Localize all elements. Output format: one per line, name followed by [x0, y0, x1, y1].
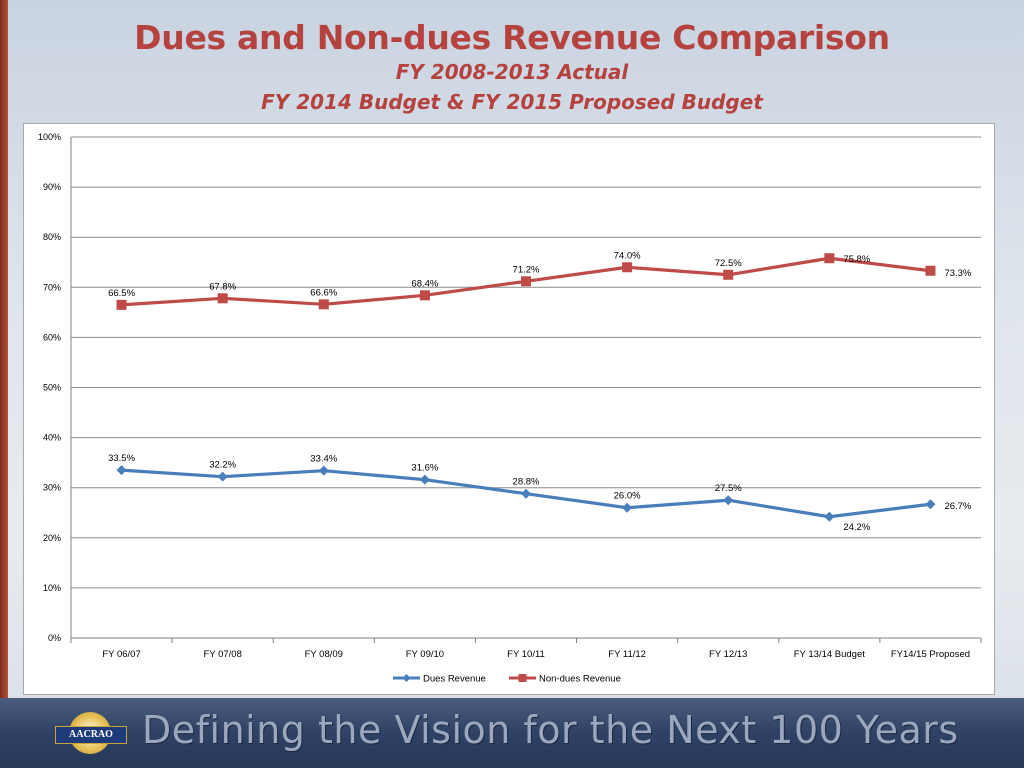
data-point [824, 511, 835, 522]
y-tick-label: 20% [43, 533, 61, 543]
legend-marker [518, 674, 527, 682]
data-point [217, 293, 228, 304]
slide-subtitle-actual: FY 2008-2013 Actual [395, 60, 629, 84]
slide-left-edge [0, 0, 8, 700]
footer-tagline: Defining the Vision for the Next 100 Yea… [142, 708, 959, 752]
data-label: 32.2% [209, 460, 236, 471]
data-label: 66.5% [108, 288, 135, 299]
data-label: 26.0% [614, 491, 641, 502]
data-label: 26.7% [944, 501, 971, 512]
data-point [318, 465, 329, 476]
data-label: 71.2% [513, 264, 540, 275]
data-point [419, 474, 430, 485]
data-point [925, 265, 936, 276]
data-label: 74.0% [614, 250, 641, 261]
data-point [318, 299, 329, 310]
legend-label: Dues Revenue [423, 674, 486, 685]
x-tick-label: FY 09/10 [406, 649, 444, 660]
data-point [419, 290, 430, 301]
data-point [723, 269, 734, 280]
y-tick-label: 80% [43, 232, 61, 242]
data-label: 73.3% [944, 268, 971, 279]
title-block: Dues and Non-dues Revenue Comparison FY … [0, 0, 1024, 117]
y-tick-label: 60% [43, 332, 61, 342]
legend-label: Non-dues Revenue [539, 674, 621, 685]
data-point [622, 262, 633, 273]
x-tick-label: FY 12/13 [709, 649, 747, 660]
data-label: 67.8% [209, 281, 236, 292]
data-label: 75.8% [843, 254, 870, 265]
data-point [116, 465, 127, 476]
data-point [622, 502, 633, 513]
data-label: 27.5% [715, 483, 742, 494]
x-tick-label: FY 06/07 [102, 649, 140, 660]
data-label: 33.4% [310, 454, 337, 465]
data-point [116, 299, 127, 310]
y-tick-label: 40% [43, 433, 61, 443]
y-tick-label: 0% [48, 633, 61, 643]
footer-banner: AACRAO Defining the Vision for the Next … [0, 698, 1024, 768]
y-tick-label: 30% [43, 483, 61, 493]
x-tick-label: FY 11/12 [608, 649, 646, 660]
x-tick-label: FY 13/14 Budget [794, 649, 865, 660]
y-tick-label: 50% [43, 383, 61, 393]
y-tick-label: 100% [38, 132, 61, 142]
data-point [824, 253, 835, 264]
data-label: 28.8% [513, 477, 540, 488]
slide-subtitle-budget: FY 2014 Budget & FY 2015 Proposed Budget [261, 90, 763, 114]
data-point [925, 499, 936, 510]
logo-text: AACRAO [55, 726, 127, 744]
data-label: 72.5% [715, 258, 742, 269]
chart-area: 0% 10% 20% 30% 40% 50% 60% 70% 80% 90% 100% FY 06/0… [23, 123, 995, 695]
slide-title: Dues and Non-dues Revenue Comparison [134, 18, 890, 57]
x-tick-label: FY 07/08 [203, 649, 241, 660]
data-label: 68.4% [411, 278, 438, 289]
y-tick-label: 70% [43, 282, 61, 292]
data-label: 33.5% [108, 453, 135, 464]
y-tick-label: 90% [43, 182, 61, 192]
line-chart: 0% 10% 20% 30% 40% 50% 60% 70% 80% 90% 100% FY 06/0… [38, 132, 982, 685]
legend-marker [402, 674, 411, 682]
data-point [723, 495, 734, 506]
x-tick-label: FY14/15 Proposed [891, 649, 970, 660]
data-point [521, 488, 531, 499]
data-label: 31.6% [411, 463, 438, 474]
data-point [217, 471, 228, 482]
y-tick-label: 10% [43, 583, 61, 593]
data-label: 66.6% [310, 287, 337, 298]
aacrao-logo: AACRAO [55, 712, 127, 756]
x-tick-label: FY 08/09 [305, 649, 343, 660]
data-point [521, 276, 531, 287]
data-label: 24.2% [843, 522, 870, 533]
x-tick-label: FY 10/11 [507, 649, 545, 660]
